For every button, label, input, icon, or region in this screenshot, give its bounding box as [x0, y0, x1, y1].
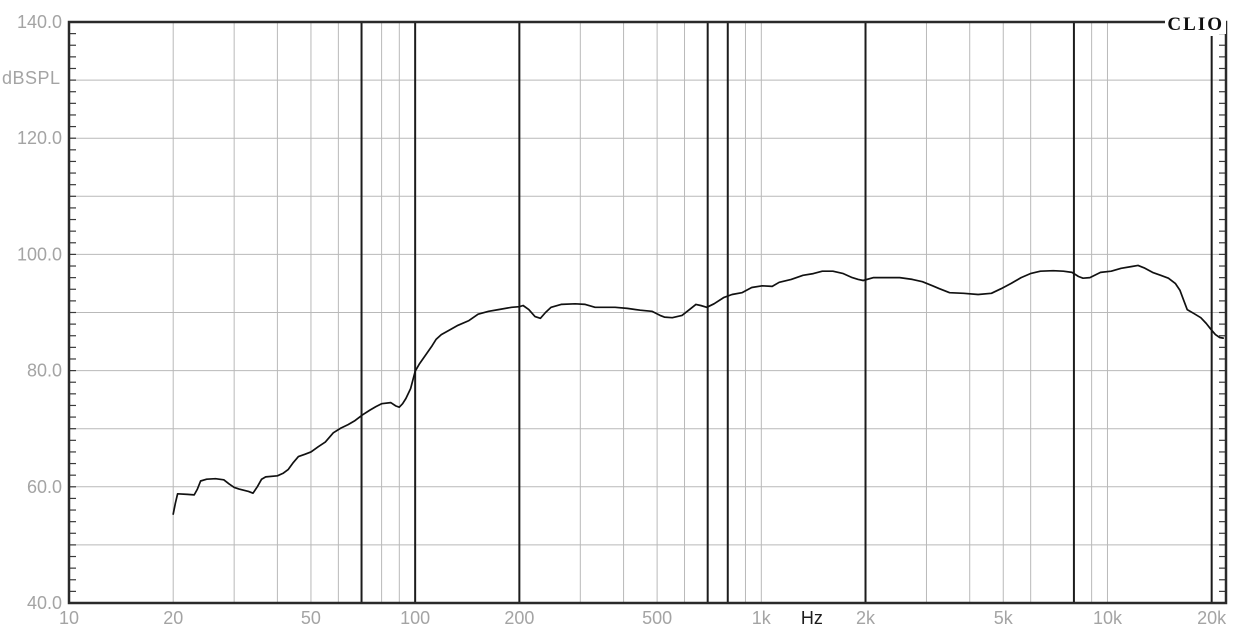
x-tick-label: 10 — [59, 608, 79, 628]
y-tick-label: 80.0 — [27, 361, 62, 381]
y-tick-label: 100.0 — [17, 244, 62, 264]
x-axis-unit-label: Hz — [801, 608, 823, 628]
y-tick-label: 60.0 — [27, 477, 62, 497]
x-tick-label: 500 — [642, 608, 672, 628]
x-tick-label: 100 — [400, 608, 430, 628]
x-tick-label: 10k — [1093, 608, 1123, 628]
y-tick-label: 120.0 — [17, 128, 62, 148]
x-tick-label: 1k — [752, 608, 772, 628]
x-tick-label: 50 — [301, 608, 321, 628]
y-tick-label: 140.0 — [17, 12, 62, 32]
x-tick-label: 5k — [994, 608, 1014, 628]
x-tick-label: 2k — [856, 608, 876, 628]
frequency-response-curve — [172, 264, 1225, 515]
x-tick-label: 20 — [163, 608, 183, 628]
x-tick-label: 20k — [1197, 608, 1227, 628]
clio-brand-logo: CLIO — [1165, 14, 1226, 35]
x-tick-label: 200 — [504, 608, 534, 628]
y-axis-unit-label: dBSPL — [2, 68, 61, 88]
y-tick-label: 40.0 — [27, 593, 62, 613]
plot-border — [67, 20, 1228, 605]
